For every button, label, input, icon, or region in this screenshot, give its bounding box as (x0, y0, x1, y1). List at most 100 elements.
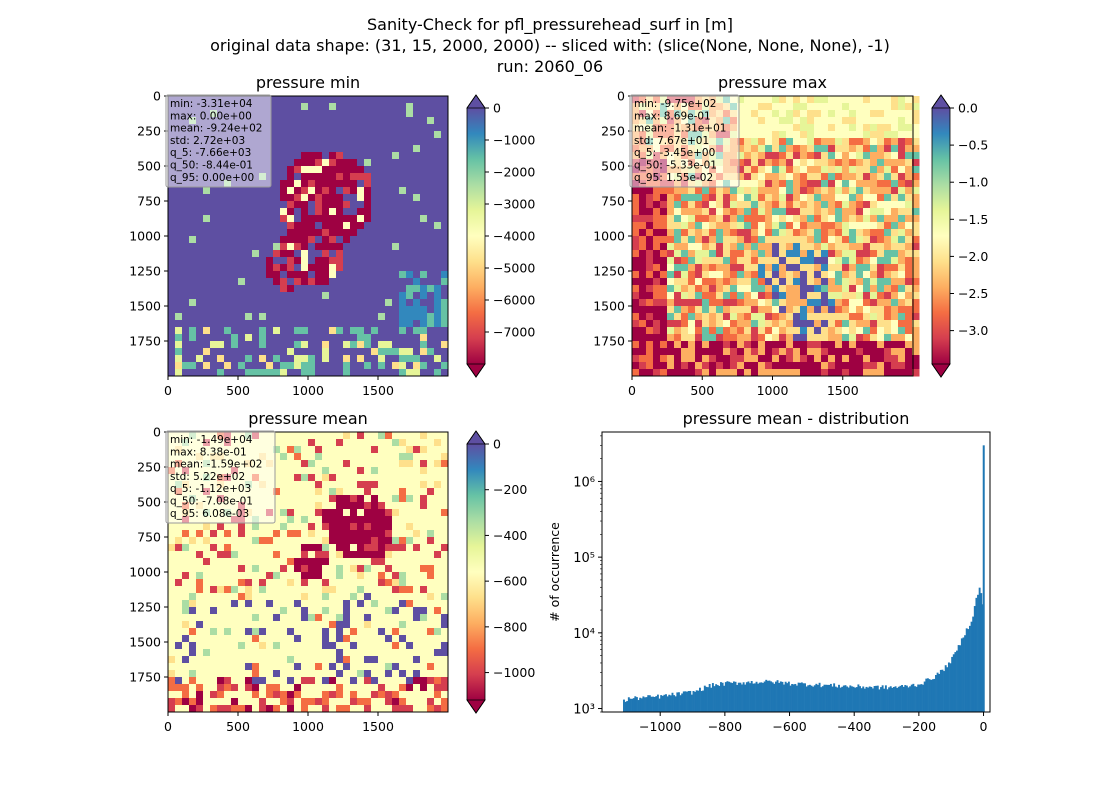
heatmap-cell (385, 341, 393, 349)
heatmap-cell (357, 152, 365, 160)
heatmap-cell (280, 278, 288, 286)
heatmap-cell (343, 229, 351, 237)
heatmap-cell (308, 278, 316, 286)
heatmap-cell (702, 215, 710, 223)
heatmap-cell (427, 467, 435, 475)
heatmap-cell (434, 320, 442, 328)
heatmap-cell (294, 600, 302, 608)
heatmap-cell (245, 313, 253, 321)
heatmap-cell (392, 607, 400, 615)
heatmap-cell (259, 306, 267, 314)
heatmap-cell (329, 145, 337, 153)
heatmap-cell (315, 264, 323, 272)
heatmap-cell (434, 180, 442, 188)
heatmap-cell (287, 166, 295, 174)
heatmap-cell (203, 341, 211, 349)
heatmap-cell (231, 586, 239, 594)
heatmap-cell (329, 698, 337, 706)
heatmap-cell (427, 271, 435, 279)
x-tick-label: 0 (164, 719, 172, 734)
heatmap-cell (632, 341, 640, 349)
heatmap-cell (828, 180, 836, 188)
heatmap-cell (399, 593, 407, 601)
heatmap-cell (350, 572, 358, 580)
heatmap-cell (357, 579, 365, 587)
heatmap-cell (280, 593, 288, 601)
heatmap-cell (413, 572, 421, 580)
heatmap-cell (308, 621, 316, 629)
heatmap-cell (653, 257, 661, 265)
heatmap-cell (287, 670, 295, 678)
heatmap-cell (793, 292, 801, 300)
heatmap-cell (217, 334, 225, 342)
heatmap-cell (259, 670, 267, 678)
heatmap-cell (814, 327, 822, 335)
heatmap-cell (891, 96, 899, 104)
heatmap-cell (350, 705, 358, 713)
heatmap-cell (308, 334, 316, 342)
heatmap-cell (371, 306, 379, 314)
heatmap-cell (336, 635, 344, 643)
heatmap-cell (406, 271, 414, 279)
x-tick-label: 0 (628, 383, 636, 398)
heatmap-cell (434, 453, 442, 461)
heatmap-cell (786, 271, 794, 279)
heatmap-cell (364, 537, 372, 545)
heatmap-cell (371, 257, 379, 265)
heatmap-cell (413, 131, 421, 139)
heatmap-cell (800, 138, 808, 146)
heatmap-cell (688, 278, 696, 286)
heatmap-cell (814, 222, 822, 230)
heatmap-cell (196, 649, 204, 657)
heatmap-cell (737, 299, 745, 307)
heatmap-cell (322, 236, 330, 244)
heatmap-cell (399, 180, 407, 188)
heatmap-cell (364, 138, 372, 146)
heatmap-cell (765, 243, 773, 251)
heatmap-cell (182, 593, 190, 601)
heatmap-cell (639, 327, 647, 335)
heatmap-cell (315, 187, 323, 195)
heatmap-cell (224, 579, 232, 587)
heatmap-cell (441, 530, 449, 538)
heatmap-cell (427, 355, 435, 363)
heatmap-cell (189, 327, 197, 335)
heatmap-cell (238, 593, 246, 601)
heatmap-cell (639, 208, 647, 216)
heatmap-cell (364, 453, 372, 461)
heatmap-cell (413, 278, 421, 286)
heatmap-cell (308, 138, 316, 146)
heatmap-cell (343, 481, 351, 489)
heatmap-cell (427, 180, 435, 188)
heatmap-cell (905, 243, 913, 251)
heatmap-cell (294, 488, 302, 496)
heatmap-cell (385, 313, 393, 321)
heatmap-cell (828, 138, 836, 146)
heatmap-cell (646, 292, 654, 300)
heatmap-cell (765, 313, 773, 321)
heatmap-cell (835, 327, 843, 335)
heatmap-cell (308, 628, 316, 636)
heatmap-cell (800, 306, 808, 314)
heatmap-cell (210, 215, 218, 223)
heatmap-cell (336, 264, 344, 272)
heatmap-cell (343, 586, 351, 594)
heatmap-cell (800, 320, 808, 328)
heatmap-cell (392, 327, 400, 335)
heatmap-cell (322, 117, 330, 125)
heatmap-cell (343, 138, 351, 146)
heatmap-cell (322, 229, 330, 237)
heatmap-cell (814, 341, 822, 349)
heatmap-cell (413, 159, 421, 167)
heatmap-cell (406, 558, 414, 566)
heatmap-cell (406, 593, 414, 601)
heatmap-cell (891, 327, 899, 335)
heatmap-cell (898, 187, 906, 195)
heatmap-cell (371, 705, 379, 713)
heatmap-cell (385, 229, 393, 237)
heatmap-cell (231, 705, 239, 713)
heatmap-cell (821, 229, 829, 237)
heatmap-cell (252, 537, 260, 545)
heatmap-cell (751, 348, 759, 356)
heatmap-cell (364, 250, 372, 258)
